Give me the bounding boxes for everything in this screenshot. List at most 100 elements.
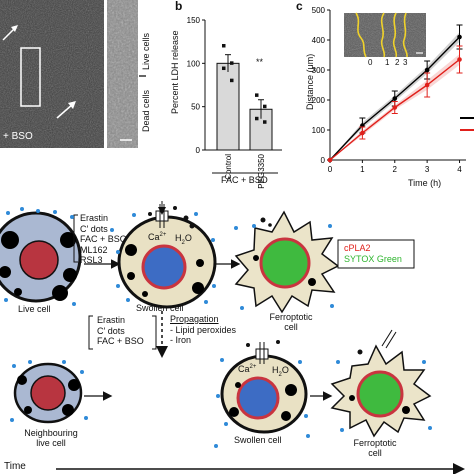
peroxide-dots — [148, 206, 363, 355]
data-point — [222, 66, 226, 71]
iron-dot — [4, 298, 8, 302]
iron-dot — [234, 226, 238, 230]
time-axis-label: Time — [4, 461, 26, 472]
treatment-item: FAC + BSO — [97, 336, 144, 346]
iron-dot — [304, 414, 308, 418]
iron-dot — [6, 211, 10, 215]
iron-dot — [194, 212, 198, 216]
panel-letter: b — [175, 0, 183, 13]
inset-tick: 3 — [403, 58, 408, 67]
iron-dot — [28, 360, 32, 364]
data-point — [392, 96, 398, 101]
micrograph-panel-a — [0, 0, 146, 148]
iron-dots — [4, 207, 432, 448]
arrow-icon — [56, 103, 74, 119]
inset-micrograph — [344, 12, 426, 58]
data-point — [263, 104, 267, 109]
iron-dot — [20, 207, 24, 211]
swollen-cell-top — [117, 201, 217, 309]
iron-dot — [214, 444, 218, 448]
x-tick-label: PEG3350 — [257, 153, 266, 188]
iron-dot — [110, 228, 114, 232]
ion-label-ca-bottom: Ca2+ — [238, 364, 257, 374]
swollen-cell-bottom — [220, 342, 308, 434]
iron-dot — [211, 238, 215, 242]
neighbouring-live-cell — [13, 362, 83, 424]
iron-dot — [306, 434, 310, 438]
x-tick-label: 4 — [457, 165, 462, 174]
bar-chart: 0 50 100 150 Control PEG3350 — [187, 16, 282, 189]
iron-dot — [62, 360, 66, 364]
ion-label-h2o-top: H2O — [175, 233, 192, 246]
data-point — [392, 105, 398, 110]
iron-dot — [330, 304, 334, 308]
iron-dot — [216, 394, 220, 398]
iron-dot — [70, 215, 74, 219]
y-tick-label: 300 — [312, 66, 326, 75]
data-point — [230, 78, 234, 83]
cell-label-swollen-bottom: Swollen cell — [234, 435, 282, 445]
ion-label-h2o-bottom: H2O — [272, 365, 289, 378]
cell-label-live: Live cell — [18, 304, 51, 314]
iron-dot — [224, 422, 228, 426]
iron-dot — [53, 210, 57, 214]
inset-tick: 0 — [368, 58, 373, 67]
ion-label-ca-top: Ca2+ — [148, 232, 167, 242]
treatment-item: ML162 — [80, 244, 108, 255]
cell-label-ferroptotic-bottom: Ferroptotic cell — [353, 438, 397, 458]
propagation-item: - Lipid peroxides — [170, 324, 237, 335]
ferroptotic-cell-top — [234, 210, 340, 314]
propagation-block: Propagation - Lipid peroxides - Iron — [170, 315, 236, 345]
x-group-label: FAC + BSO — [221, 175, 268, 185]
iron-dot — [336, 360, 340, 364]
iron-dot — [422, 360, 426, 364]
treatments-top: Erastin C′ dots FAC + BSO ML162 RSL3 — [80, 214, 127, 265]
data-point — [255, 116, 259, 121]
data-point — [230, 61, 234, 65]
treatment-item: C′ dots — [80, 223, 108, 234]
iron-dot — [126, 298, 130, 302]
panel-letter: c — [296, 0, 303, 13]
x-tick-label: 3 — [425, 165, 430, 174]
x-tick-label: 0 — [328, 165, 333, 174]
cell-label-swollen-top: Swollen cell — [136, 303, 184, 313]
treatment-item: Erastin — [97, 315, 126, 325]
y-tick-label: 100 — [187, 59, 201, 68]
significance-marker: ** — [256, 57, 264, 67]
panel-a: + BSO Live cells Dead cells — [0, 0, 151, 160]
legend-cpla2: cPLA2 — [344, 243, 371, 253]
iron-dot — [12, 364, 16, 368]
data-point — [263, 120, 267, 124]
y-tick-label: 0 — [321, 156, 326, 165]
cell-label-neighbouring: Neighbouring live cell — [24, 428, 78, 448]
treatments-bottom: Erastin C′ dots FAC + BSO — [97, 316, 144, 346]
y-tick-label: 150 — [187, 16, 201, 25]
treatment-item: Erastin — [80, 213, 109, 223]
iron-dot — [132, 213, 136, 217]
iron-dot — [10, 418, 14, 422]
x-tick-label: 1 — [360, 165, 365, 174]
x-tick-label: 2 — [393, 165, 398, 174]
iron-dot — [328, 224, 332, 228]
propagation-item: - Iron — [170, 335, 192, 345]
y-tick-label: 400 — [312, 36, 326, 45]
iron-dot — [252, 224, 256, 228]
propagation-title: Propagation — [170, 314, 219, 324]
data-point — [222, 44, 226, 48]
x-tick-label: Control — [224, 154, 233, 180]
cell-label-ferroptotic-top: Ferroptotic cell — [269, 312, 313, 332]
roi-box — [20, 47, 41, 107]
y-tick-label: 200 — [312, 96, 326, 105]
data-point — [255, 93, 259, 97]
panel-c: c Distance (μm) 0 100 200 300 400 500 0 1 2 3 4 Ti… — [296, 0, 474, 195]
data-point — [360, 130, 365, 136]
iron-dot — [116, 250, 120, 254]
iron-dot — [340, 428, 344, 432]
iron-dot — [84, 416, 88, 420]
data-point — [327, 157, 333, 163]
iron-dot — [80, 370, 84, 374]
legend-box — [337, 239, 415, 269]
panel-b: b Percent LDH release 0 50 100 150 Control PE… — [160, 0, 300, 195]
